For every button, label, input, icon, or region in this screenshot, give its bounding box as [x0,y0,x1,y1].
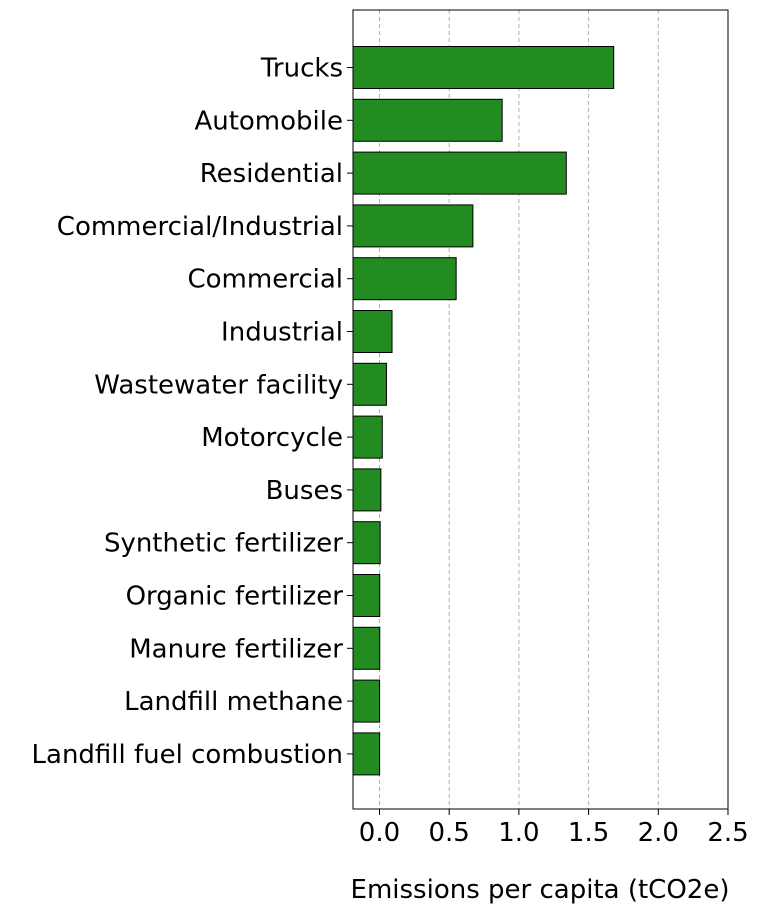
category-label: Automobile [194,106,343,136]
category-label: Commercial/Industrial [57,212,343,242]
bar [352,521,381,565]
category-label: Residential [200,159,343,189]
category-label: Landfill fuel combustion [32,740,343,770]
bar [352,732,381,776]
y-tick-marks [347,67,353,755]
bar [352,415,383,459]
bar [352,362,387,406]
category-label: Industrial [221,318,343,348]
bars [352,46,615,776]
bar [352,204,474,248]
category-label: Organic fertilizer [126,582,344,612]
bar [352,98,503,142]
bar [352,468,382,512]
bar [352,310,393,353]
bar [352,679,381,723]
bar [352,574,381,617]
x-tick-label: 2.0 [638,818,679,848]
x-tick-label: 1.5 [568,818,609,848]
category-label: Trucks [260,54,343,84]
x-ticks: 0.0 0.5 1.0 1.5 2.0 2.5 [359,809,749,848]
category-label: Manure fertilizer [129,634,343,664]
bar [352,46,615,89]
category-label: Wastewater facility [94,370,343,400]
x-tick-label: 0.0 [359,818,400,848]
x-tick-label: 1.0 [498,818,539,848]
category-label: Landfill methane [124,687,343,717]
bar [352,626,381,670]
category-label: Buses [266,476,343,506]
category-labels: Trucks Automobile Residential Commercial/In… [32,54,344,770]
category-label: Synthetic fertilizer [104,529,343,559]
bar [352,151,567,195]
plot-frame [352,9,729,810]
category-label: Commercial [187,265,343,295]
bar [352,257,457,301]
x-axis-title: Emissions per capita (tCO2e) [351,875,730,905]
x-tick-label: 0.5 [429,818,470,848]
x-tick-label: 2.5 [707,818,748,848]
category-label: Motorcycle [201,423,343,453]
